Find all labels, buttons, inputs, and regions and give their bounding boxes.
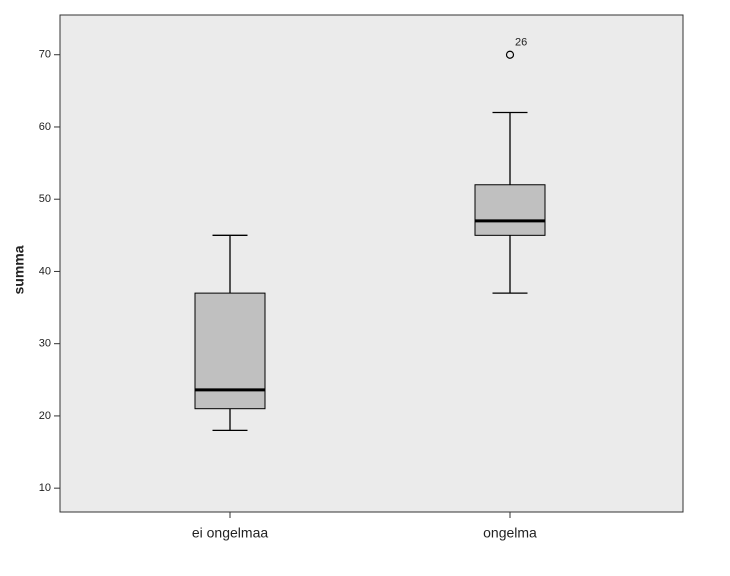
y-tick-label: 70 bbox=[39, 49, 51, 61]
y-tick-label: 50 bbox=[39, 193, 51, 205]
y-tick-label: 60 bbox=[39, 121, 51, 133]
y-tick-label: 10 bbox=[39, 482, 51, 494]
outlier bbox=[505, 50, 515, 59]
y-tick-label: 40 bbox=[39, 265, 51, 277]
box bbox=[474, 184, 546, 236]
y-tick-label: 30 bbox=[39, 338, 51, 350]
x-tick-label: ongelma bbox=[483, 525, 537, 541]
outlier-label: 26 bbox=[515, 37, 527, 49]
plot-area bbox=[59, 14, 684, 513]
y-tick-label: 20 bbox=[39, 410, 51, 422]
x-tick-label: ei ongelmaa bbox=[192, 525, 268, 541]
y-axis-label: summa bbox=[11, 245, 27, 294]
